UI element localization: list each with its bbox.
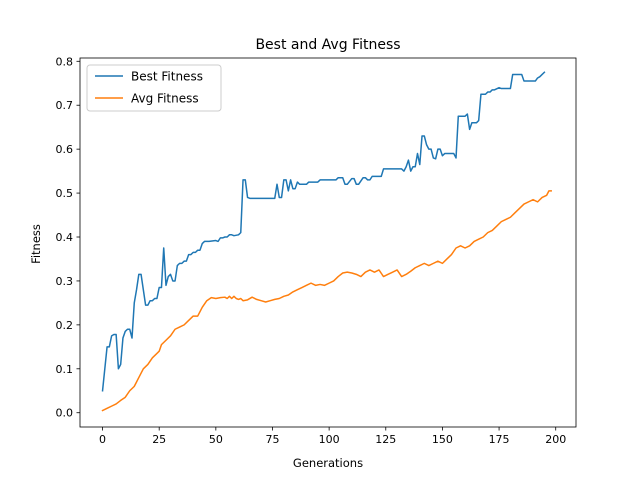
legend: Best Fitness Avg Fitness	[86, 64, 222, 112]
series-line-best-fitness	[101, 71, 546, 392]
x-tick-label: 200	[545, 433, 566, 446]
y-tick-label: 0.0	[56, 407, 74, 420]
series-line-avg-fitness	[101, 190, 552, 412]
x-tick-label: 25	[152, 433, 166, 446]
x-tick-label: 150	[432, 433, 453, 446]
y-tick-label: 0.5	[56, 187, 74, 200]
y-tick-label: 0.6	[56, 143, 74, 156]
x-axis: 0 25 50 75 100 125 150 175 200	[99, 427, 566, 446]
y-tick-label: 0.2	[56, 319, 74, 332]
y-tick-label: 0.1	[56, 363, 74, 376]
y-tick-label: 0.4	[56, 231, 74, 244]
x-tick-label: 50	[209, 433, 223, 446]
chart-title: Best and Avg Fitness	[255, 37, 400, 53]
legend-label: Best Fitness	[131, 70, 203, 84]
x-tick-label: 125	[375, 433, 396, 446]
y-tick-label: 0.7	[56, 99, 74, 112]
y-tick-label: 0.3	[56, 275, 74, 288]
x-tick-label: 100	[319, 433, 340, 446]
y-tick-label: 0.8	[56, 55, 74, 68]
x-tick-label: 0	[99, 433, 106, 446]
x-tick-label: 175	[489, 433, 510, 446]
y-axis-label: Fitness	[29, 224, 43, 264]
y-axis: 0.0 0.1 0.2 0.3 0.4 0.5 0.6 0.7 0.8	[56, 55, 80, 420]
plot-frame	[79, 57, 577, 428]
legend-label: Avg Fitness	[131, 92, 199, 106]
plot-area	[79, 57, 577, 428]
x-axis-label: Generations	[293, 456, 363, 470]
x-tick-label: 75	[265, 433, 279, 446]
